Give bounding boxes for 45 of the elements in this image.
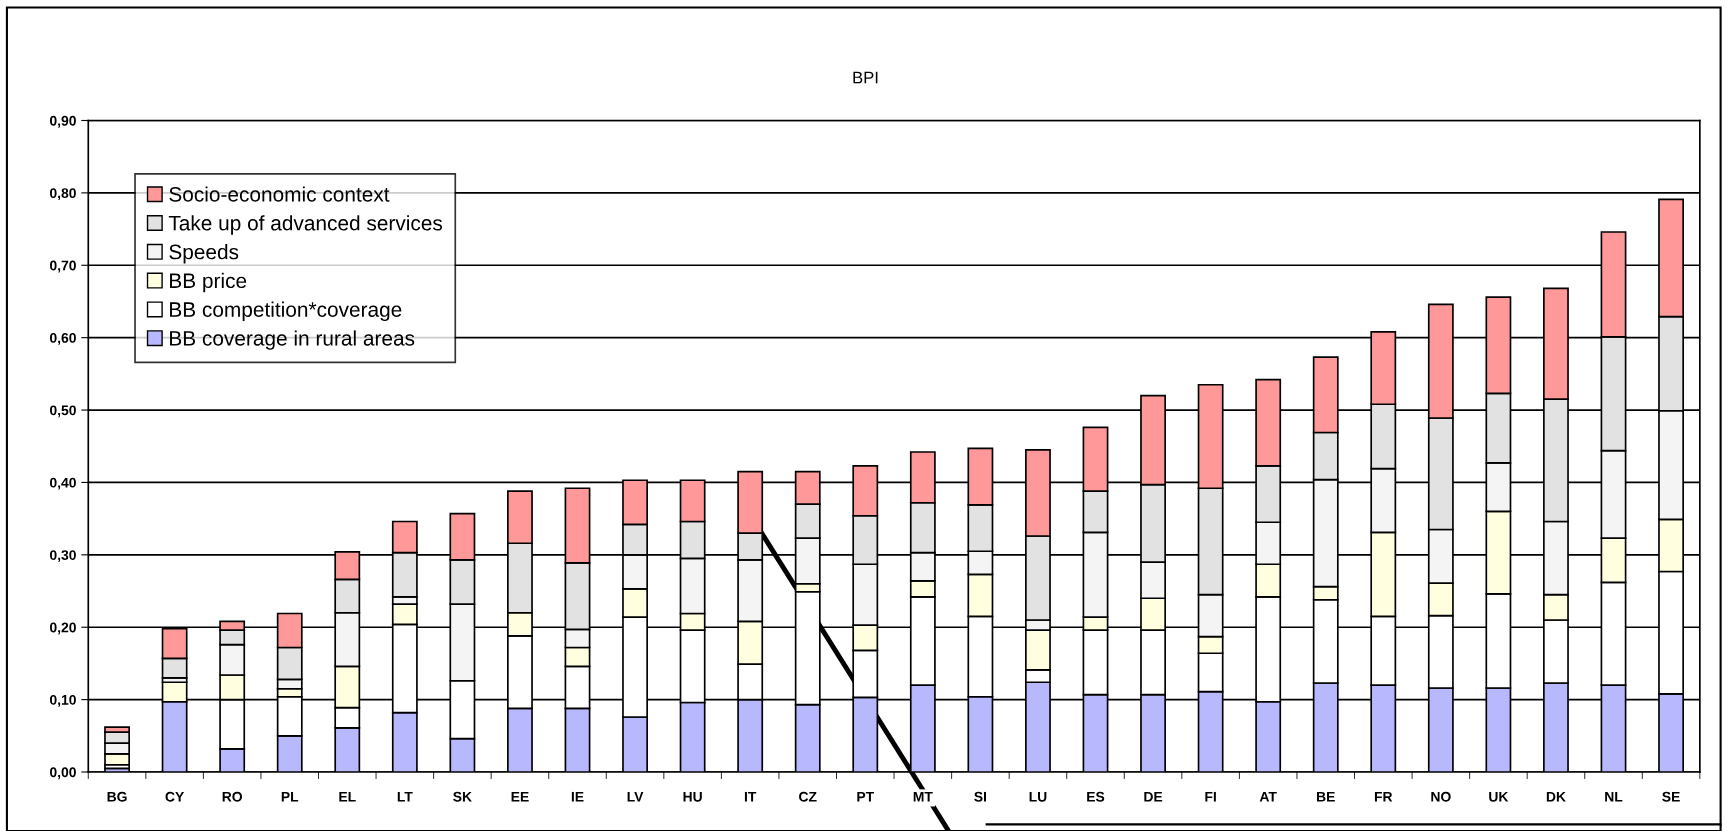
x-tick-label: SI	[974, 791, 987, 802]
x-tick-label: AT	[1259, 791, 1277, 802]
legend-label: Socio-economic context	[169, 186, 390, 202]
y-tick-label: 0,80	[50, 188, 76, 201]
x-tick-label: LU	[1029, 791, 1047, 802]
x-tick-label: HU	[683, 791, 702, 802]
x-tick-label: IT	[744, 791, 757, 802]
x-tick-label: PT	[857, 791, 875, 802]
x-tick-label: RO	[222, 791, 242, 802]
y-tick-label: 0,10	[50, 694, 76, 707]
legend-label: Take up of advanced services	[168, 215, 443, 235]
x-tick-label: EE	[511, 791, 529, 802]
y-tick-label: 0,60	[50, 333, 76, 345]
y-tick-label: 0,30	[50, 550, 76, 563]
x-tick-label: LV	[627, 791, 644, 802]
x-tick-label: MT	[913, 791, 933, 802]
y-tick-label: 0,50	[50, 405, 76, 418]
y-tick-label: 0,20	[50, 622, 76, 635]
x-tick-label: BE	[1317, 791, 1335, 802]
legend-label: BB competition*coverage	[170, 301, 402, 322]
x-tick-label: SE	[1662, 791, 1680, 802]
y-tick-label: 0,40	[50, 477, 76, 490]
x-tick-label: NL	[1605, 791, 1623, 802]
x-tick-label: PL	[281, 791, 299, 802]
x-tick-label: SK	[453, 791, 472, 802]
x-tick-label: DE	[1144, 791, 1163, 802]
x-tick-label: CZ	[799, 791, 817, 802]
chart-title: BPI	[853, 71, 878, 84]
x-tick-label: BG	[107, 791, 127, 802]
legend-label: BB price	[170, 272, 247, 293]
y-tick-label: 0,70	[50, 260, 76, 273]
x-tick-label: CY	[165, 791, 185, 802]
x-tick-label: NO	[1431, 791, 1451, 802]
legend-label: Speeds	[169, 244, 239, 264]
x-tick-label: LT	[397, 791, 413, 802]
x-tick-label: FR	[1374, 791, 1393, 802]
x-tick-label: EL	[339, 791, 356, 802]
y-tick-label: 0,00	[50, 767, 76, 780]
x-tick-label: DK	[1546, 791, 1566, 802]
legend-label: BB coverage in rural areas	[170, 330, 415, 350]
x-tick-label: UK	[1489, 791, 1509, 802]
x-tick-label: IE	[571, 791, 584, 802]
y-tick-label: 0,90	[50, 115, 76, 128]
x-tick-label: ES	[1087, 791, 1105, 802]
x-tick-label: FI	[1205, 791, 1216, 802]
